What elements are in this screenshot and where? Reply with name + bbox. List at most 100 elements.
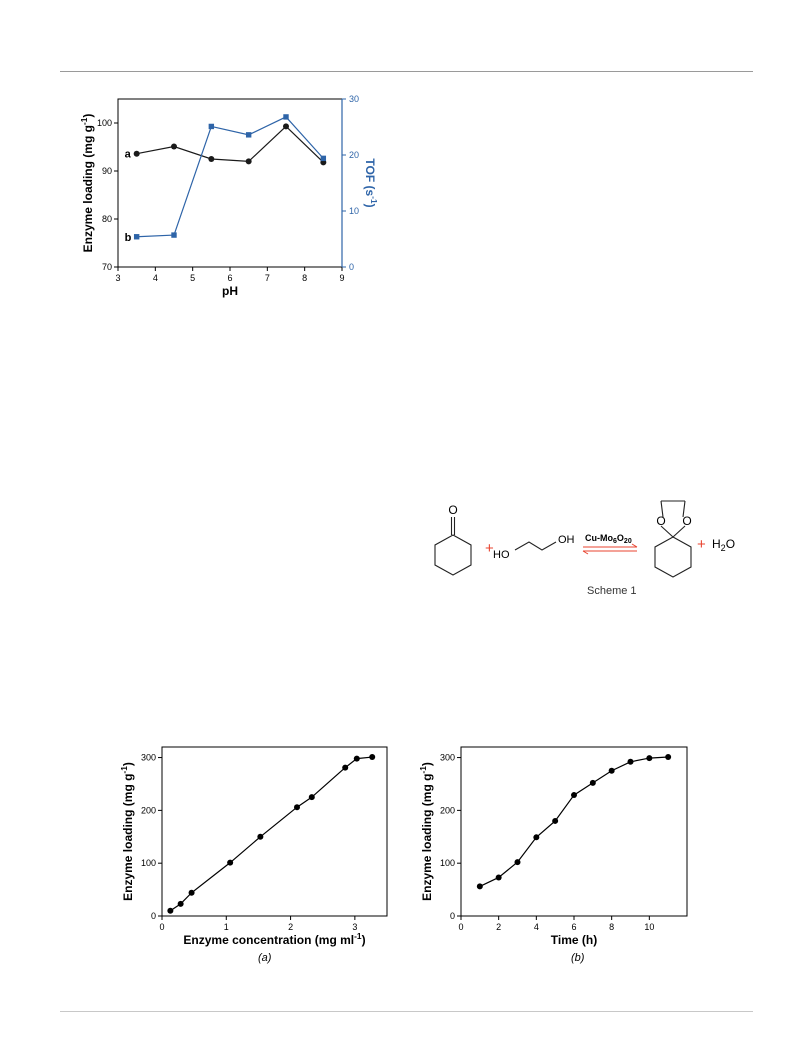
data-point bbox=[308, 794, 315, 801]
plot-frame bbox=[161, 746, 388, 917]
chart-enzyme-loading-vs-ph: 3 4 5 6 7 8 9 70 80 90 100 0 10 20 30 pH Enzyme loading … bbox=[79, 94, 379, 298]
series-label-b: b bbox=[125, 232, 132, 244]
data-point bbox=[283, 123, 289, 130]
series-label-a: a bbox=[125, 149, 132, 161]
x-tick-label: 2 bbox=[496, 922, 501, 932]
x-tick-label: 3 bbox=[352, 922, 357, 932]
diol-ho-label: HO bbox=[493, 549, 510, 561]
footer-rule bbox=[60, 1011, 753, 1012]
y2-tick-label: 20 bbox=[349, 150, 359, 160]
catalyst-label: Cu-Mo6O20 bbox=[585, 533, 632, 545]
data-point bbox=[320, 155, 327, 162]
y-tick-label: 90 bbox=[102, 166, 112, 176]
y-tick-label: 0 bbox=[151, 911, 156, 921]
diol-oh-label: OH bbox=[558, 534, 575, 546]
x-tick-label: 4 bbox=[153, 273, 158, 283]
cyclohexanone-structure bbox=[434, 517, 472, 576]
plus-sign-1: + bbox=[485, 540, 494, 557]
x-tick-label: 8 bbox=[609, 922, 614, 932]
x-tick-label: 2 bbox=[288, 922, 293, 932]
data-point bbox=[167, 907, 174, 914]
data-point bbox=[294, 804, 300, 811]
scheme-caption: Scheme 1 bbox=[587, 585, 637, 597]
data-point bbox=[665, 754, 672, 761]
y2-axis-label: TOF (s-1) bbox=[363, 158, 379, 207]
plot-frame bbox=[460, 746, 688, 917]
x-tick-label: 8 bbox=[302, 273, 307, 283]
ketal-structure bbox=[654, 500, 692, 578]
y-axis-label: Enzyme loading (mg g-1) bbox=[79, 114, 95, 253]
x-tick-label: 6 bbox=[571, 922, 576, 932]
data-point bbox=[476, 883, 483, 890]
y2-tick-label: 0 bbox=[349, 262, 354, 272]
data-point bbox=[283, 114, 289, 120]
data-point bbox=[495, 874, 502, 881]
water-label: H2O bbox=[712, 537, 735, 553]
ethylene-glycol-structure bbox=[514, 541, 557, 551]
y-tick-label: 200 bbox=[141, 805, 156, 815]
y-tick-label: 100 bbox=[141, 858, 156, 868]
x-axis-label: Time (h) bbox=[551, 933, 597, 947]
data-point bbox=[608, 767, 615, 774]
x-tick-label: 0 bbox=[159, 922, 164, 932]
data-point bbox=[245, 158, 252, 165]
y-tick-label: 80 bbox=[102, 214, 112, 224]
data-point bbox=[177, 900, 184, 907]
y-tick-label: 0 bbox=[450, 911, 455, 921]
plot-frame bbox=[117, 98, 343, 268]
series-line bbox=[170, 756, 373, 912]
data-point bbox=[571, 792, 577, 799]
x-tick-label: 10 bbox=[644, 922, 654, 932]
data-point bbox=[627, 758, 634, 765]
data-point bbox=[133, 150, 140, 157]
data-point bbox=[171, 232, 177, 238]
y-axis-label: Enzyme loading (mg g-1) bbox=[119, 762, 135, 901]
reaction-scheme: O + HO OH Cu-Mo6O20 Scheme 1 O O + H2O bbox=[425, 495, 755, 605]
chart-enzyme-loading-vs-concentration: 0 1 2 3 0 100 200 300 Enzyme concentration (mg m… bbox=[119, 746, 388, 947]
data-point bbox=[257, 833, 264, 840]
data-point bbox=[369, 754, 376, 761]
x-axis-label: Enzyme concentration (mg ml-1) bbox=[183, 931, 365, 947]
y-tick-label: 70 bbox=[102, 262, 112, 272]
x-tick-label: 0 bbox=[458, 922, 463, 932]
caption-b: (b) bbox=[571, 952, 585, 964]
header-rule bbox=[60, 71, 753, 72]
y-axis-label: Enzyme loading (mg g-1) bbox=[418, 762, 434, 901]
y-tick-label: 300 bbox=[141, 753, 156, 763]
y-tick-label: 300 bbox=[440, 753, 455, 763]
x-tick-label: 7 bbox=[265, 273, 270, 283]
data-point bbox=[646, 755, 653, 762]
data-point bbox=[552, 817, 559, 824]
x-tick-label: 4 bbox=[534, 922, 539, 932]
y-tick-label: 100 bbox=[440, 858, 455, 868]
data-point bbox=[133, 234, 140, 240]
y2-tick-label: 30 bbox=[349, 94, 359, 104]
ketal-oxygen-right: O bbox=[682, 514, 691, 528]
ketone-oxygen-label: O bbox=[448, 503, 457, 517]
ketal-oxygen-left: O bbox=[656, 514, 665, 528]
y2-tick-label: 10 bbox=[349, 206, 359, 216]
series-line bbox=[136, 116, 324, 238]
x-axis-label: pH bbox=[222, 284, 238, 298]
data-point bbox=[589, 779, 596, 786]
plus-sign-2: + bbox=[697, 536, 706, 553]
data-point bbox=[342, 764, 349, 771]
equilibrium-arrow bbox=[582, 543, 638, 555]
data-point bbox=[208, 123, 215, 130]
data-point bbox=[227, 859, 234, 866]
data-point bbox=[171, 143, 177, 150]
x-tick-label: 1 bbox=[224, 922, 229, 932]
x-tick-label: 6 bbox=[227, 273, 232, 283]
x-tick-label: 9 bbox=[339, 273, 344, 283]
caption-a: (a) bbox=[258, 952, 272, 964]
series-line bbox=[479, 756, 669, 887]
data-point bbox=[188, 889, 195, 896]
series-line bbox=[136, 125, 324, 163]
data-point bbox=[353, 755, 360, 762]
data-point bbox=[514, 859, 521, 866]
y-tick-label: 200 bbox=[440, 805, 455, 815]
y-tick-label: 100 bbox=[97, 118, 112, 128]
data-point bbox=[533, 834, 540, 841]
data-point bbox=[245, 132, 252, 138]
